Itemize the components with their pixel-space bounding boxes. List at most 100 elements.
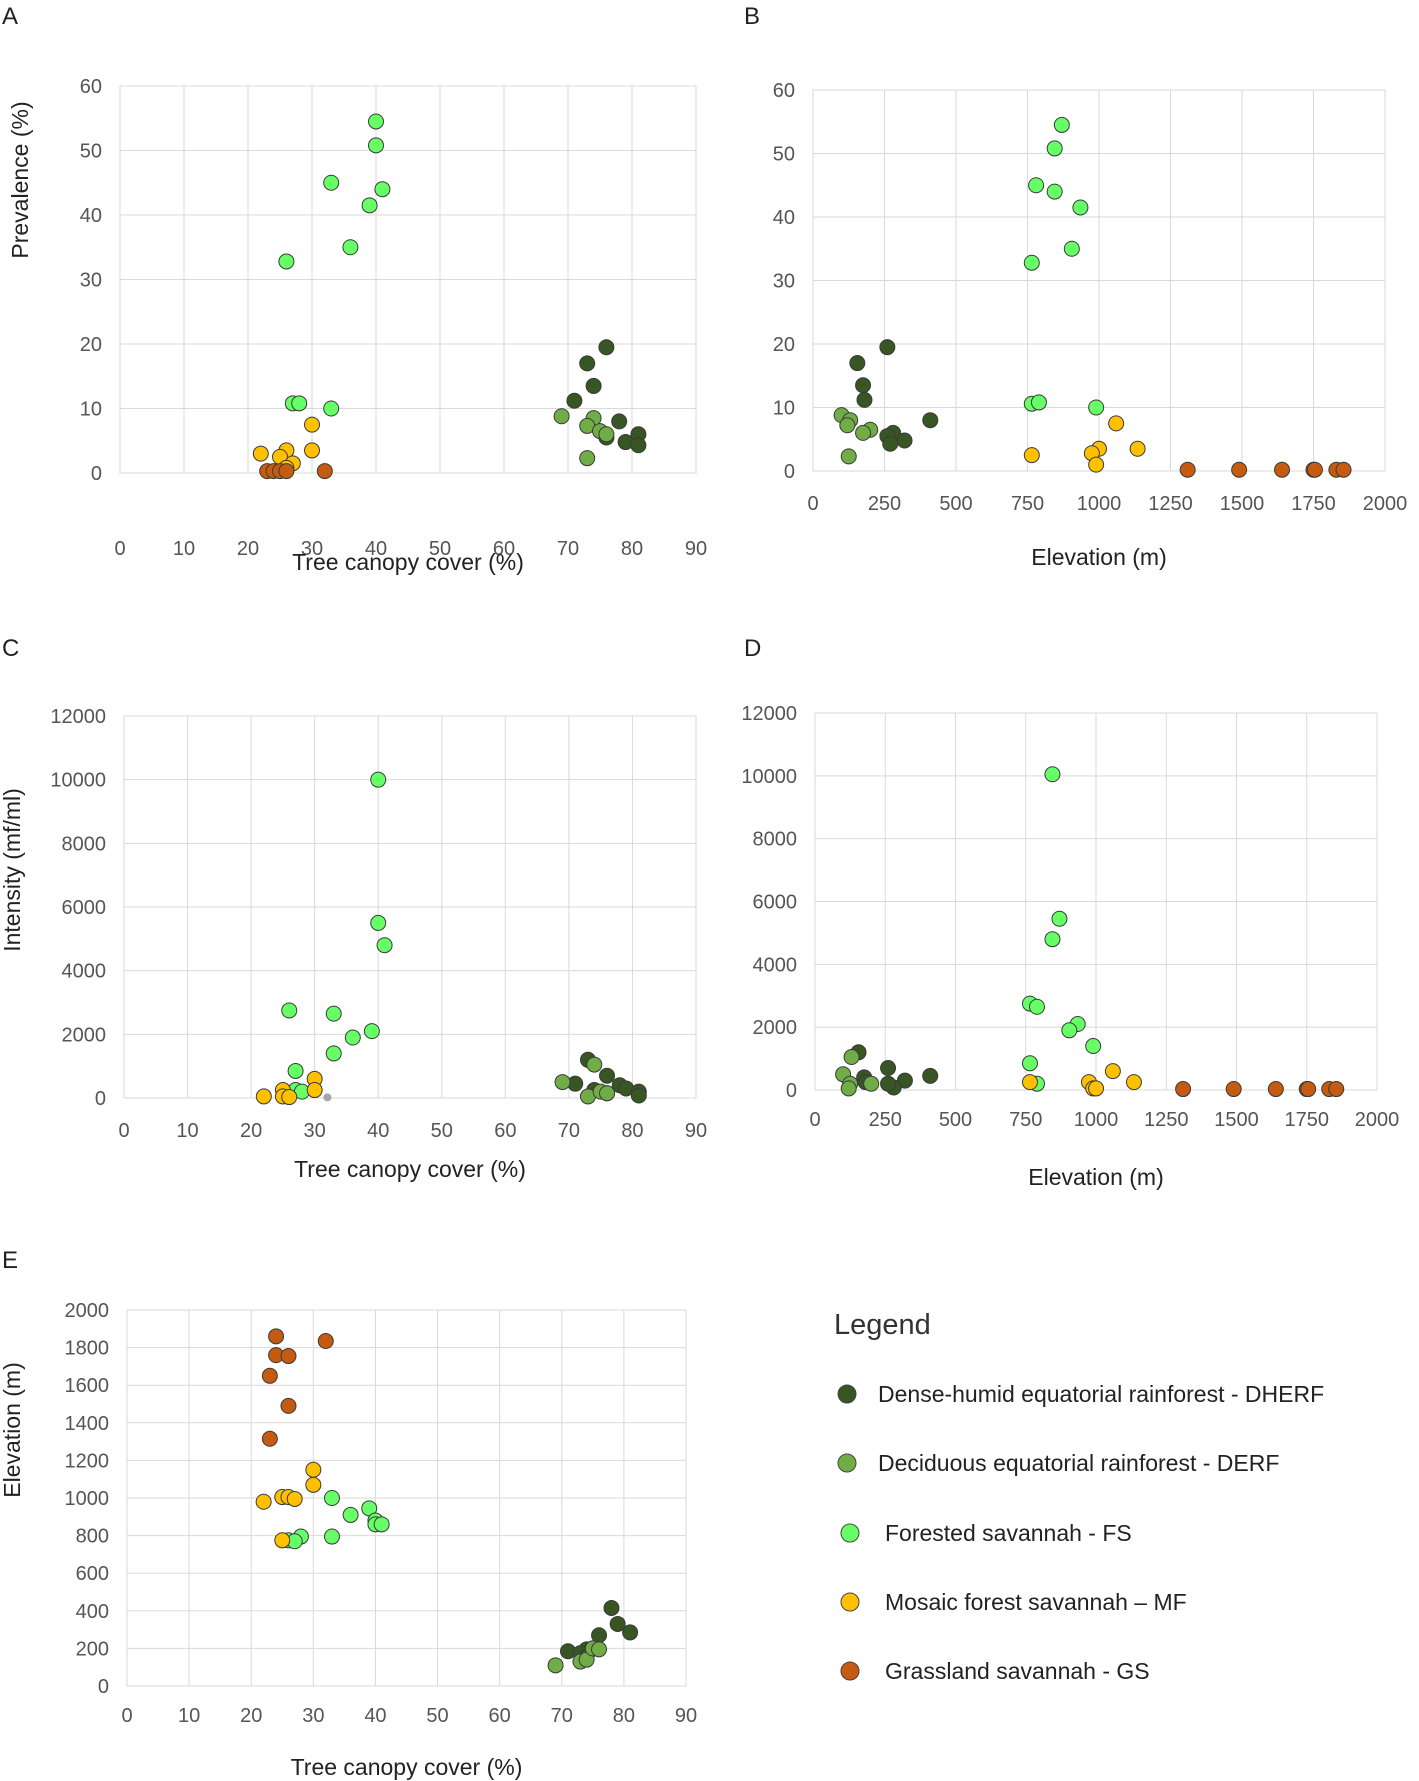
point-a-fs-9 xyxy=(323,400,340,417)
point-c-fs-4 xyxy=(325,1005,342,1022)
x-tick-d-6: 1500 xyxy=(1214,1109,1259,1131)
x-tick-e-5: 50 xyxy=(426,1705,448,1727)
y-tick-a-2: 20 xyxy=(80,334,102,356)
point-e-mf-5 xyxy=(255,1493,272,1510)
point-d-dherf-1 xyxy=(880,1060,897,1077)
point-d-gs-6 xyxy=(1328,1081,1345,1098)
point-d-gs-2 xyxy=(1267,1081,1284,1098)
legend-marker-fs xyxy=(840,1523,860,1543)
x-tick-a-2: 20 xyxy=(237,538,259,560)
point-e-fs-7 xyxy=(323,1528,340,1545)
point-b-fs-1 xyxy=(1046,140,1063,157)
point-b-derf-5 xyxy=(840,448,857,465)
series-c-other xyxy=(323,1093,332,1102)
point-b-gs-1 xyxy=(1231,461,1248,478)
point-b-gs-2 xyxy=(1274,461,1291,478)
point-a-dherf-0 xyxy=(598,339,615,356)
x-tick-c-5: 50 xyxy=(431,1120,453,1142)
point-d-fs-8 xyxy=(1021,1055,1038,1072)
point-b-dherf-0 xyxy=(879,339,896,356)
x-tick-a-7: 70 xyxy=(557,538,579,560)
legend: Legend Dense-humid equatorial rainforest… xyxy=(834,1309,1324,1684)
legend-item-dherf: Dense-humid equatorial rainforest - DHER… xyxy=(837,1381,1324,1407)
y-tick-e-2: 400 xyxy=(76,1601,109,1623)
series-b-gs xyxy=(1179,461,1352,478)
point-e-dherf-2 xyxy=(622,1624,639,1641)
panel-letter-e: E xyxy=(2,1247,18,1274)
y-tick-b-4: 40 xyxy=(773,207,795,229)
x-tick-d-1: 250 xyxy=(869,1109,902,1131)
panel-letter-a: A xyxy=(2,3,18,30)
legend-title: Legend xyxy=(834,1309,931,1341)
point-c-fs-6 xyxy=(344,1029,361,1046)
point-c-fs-1 xyxy=(370,914,387,931)
point-d-gs-1 xyxy=(1225,1081,1242,1098)
x-tick-e-7: 70 xyxy=(551,1705,573,1727)
point-e-mf-0 xyxy=(305,1461,322,1478)
x-axis-title-a: Tree canopy cover (%) xyxy=(292,549,524,575)
legend-marker-mf xyxy=(840,1592,860,1612)
point-b-gs-0 xyxy=(1179,461,1196,478)
x-tick-b-0: 0 xyxy=(807,493,818,515)
x-tick-c-0: 0 xyxy=(118,1120,129,1142)
point-b-mf-0 xyxy=(1108,415,1125,432)
legend-label-gs: Grassland savannah - GS xyxy=(885,1658,1150,1684)
x-tick-c-2: 20 xyxy=(240,1120,262,1142)
x-tick-d-5: 1250 xyxy=(1144,1109,1189,1131)
panel-b-prevalence-vs-elevation: B 0 250 500 750 1000 1250 1500 1750 2000 0 10 20 30 40… xyxy=(744,3,1407,570)
point-a-derf-5 xyxy=(579,450,596,467)
point-e-gs-1 xyxy=(317,1333,334,1350)
series-e-gs xyxy=(261,1328,334,1447)
point-a-mf-2 xyxy=(252,445,269,462)
point-b-dherf-2 xyxy=(855,377,872,394)
legend-item-derf: Deciduous equatorial rainforest - DERF xyxy=(837,1450,1279,1476)
point-d-derf-4 xyxy=(840,1080,857,1097)
point-b-fs-4 xyxy=(1072,199,1089,216)
point-d-gs-0 xyxy=(1175,1081,1192,1098)
y-tick-b-0: 0 xyxy=(784,461,795,483)
y-tick-d-2: 4000 xyxy=(753,954,798,976)
series-c-derf xyxy=(554,1056,616,1105)
point-c-derf-1 xyxy=(586,1056,603,1073)
point-b-dherf-3 xyxy=(856,391,873,408)
y-tick-b-2: 20 xyxy=(773,334,795,356)
point-a-derf-4 xyxy=(598,426,615,443)
point-e-mf-4 xyxy=(286,1490,303,1507)
x-tick-d-2: 500 xyxy=(939,1109,972,1131)
point-c-other-0 xyxy=(323,1093,332,1102)
legend-marker-dherf xyxy=(837,1384,857,1404)
legend-item-mf: Mosaic forest savannah – MF xyxy=(840,1589,1187,1615)
x-tick-e-1: 10 xyxy=(178,1705,200,1727)
point-a-fs-4 xyxy=(361,197,378,214)
point-c-mf-2 xyxy=(306,1082,323,1099)
series-d-gs xyxy=(1175,1081,1345,1098)
point-e-dherf-1 xyxy=(609,1615,626,1632)
point-a-gs-3 xyxy=(278,463,295,480)
series-a-fs xyxy=(278,113,391,417)
y-tick-e-6: 1200 xyxy=(65,1450,110,1472)
point-e-dherf-0 xyxy=(603,1599,620,1616)
y-tick-c-5: 10000 xyxy=(50,770,106,792)
y-tick-a-3: 30 xyxy=(80,270,102,292)
point-c-dherf-1 xyxy=(599,1067,616,1084)
point-a-gs-4 xyxy=(316,463,333,480)
point-e-gs-6 xyxy=(261,1430,278,1447)
x-tick-a-0: 0 xyxy=(114,538,125,560)
y-tick-c-6: 12000 xyxy=(50,706,106,728)
series-a-dherf xyxy=(566,339,647,454)
point-b-fs-3 xyxy=(1046,183,1063,200)
x-tick-a-3: 30 xyxy=(301,538,323,560)
y-tick-a-6: 60 xyxy=(80,76,102,98)
point-a-dherf-2 xyxy=(585,377,602,394)
point-d-fs-7 xyxy=(1085,1038,1102,1055)
point-d-dherf-2 xyxy=(922,1067,939,1084)
point-b-gs-6 xyxy=(1335,461,1352,478)
point-c-fs-7 xyxy=(325,1045,342,1062)
series-e-derf xyxy=(547,1640,608,1674)
y-tick-c-4: 8000 xyxy=(62,833,107,855)
point-b-fs-8 xyxy=(1030,394,1047,411)
x-tick-c-3: 30 xyxy=(304,1120,326,1142)
x-tick-e-2: 20 xyxy=(240,1705,262,1727)
point-d-dherf-7 xyxy=(880,1075,897,1092)
legend-marker-gs xyxy=(840,1661,860,1681)
